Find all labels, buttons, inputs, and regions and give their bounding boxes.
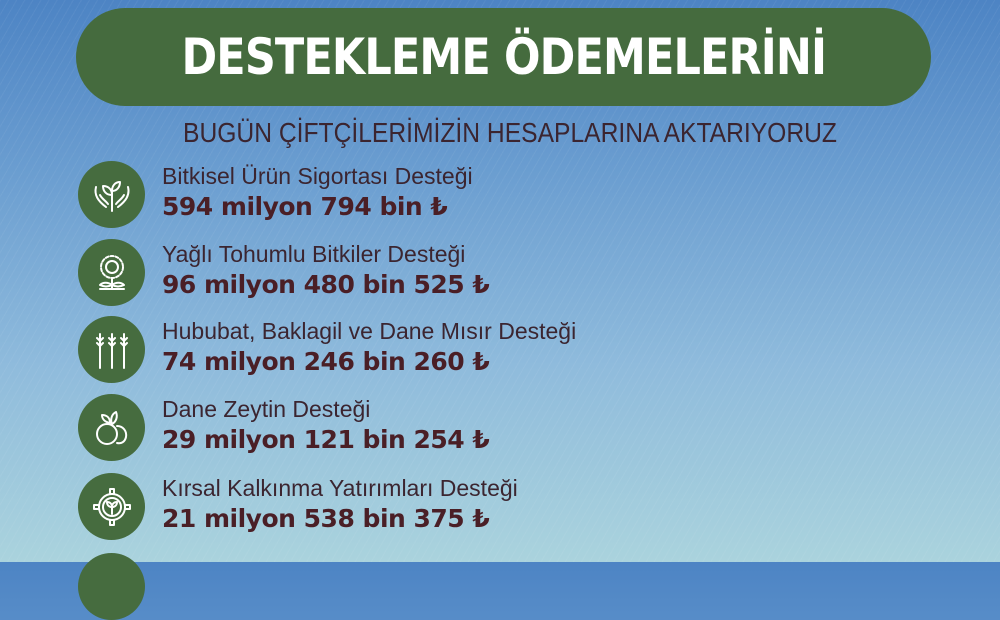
title-banner: DESTEKLEME ÖDEMELERİNİ — [76, 8, 931, 106]
list-item: Hububat, Baklagil ve Dane Mısır Desteği … — [78, 316, 778, 384]
item-amount: 594 milyon 794 bin ₺ — [162, 192, 448, 221]
item-amount: 21 milyon 538 bin 375 ₺ — [162, 504, 490, 533]
item-label: Yağlı Tohumlu Bitkiler Desteği — [162, 241, 466, 267]
sunflower-icon — [78, 239, 145, 306]
item-amount: 29 milyon 121 bin 254 ₺ — [162, 425, 490, 454]
list-item: Bitkisel Ürün Sigortası Desteği 594 mily… — [78, 161, 778, 229]
page-title: DESTEKLEME ÖDEMELERİNİ — [181, 28, 827, 86]
item-label: Kırsal Kalkınma Yatırımları Desteği — [162, 475, 518, 501]
next-item-icon-partial — [78, 553, 145, 620]
gear-sprout-icon — [78, 473, 145, 540]
item-amount: 74 milyon 246 bin 260 ₺ — [162, 347, 490, 376]
list-item: Kırsal Kalkınma Yatırımları Desteği 21 m… — [78, 473, 778, 541]
list-item: Dane Zeytin Desteği 29 milyon 121 bin 25… — [78, 394, 778, 462]
subtitle: BUGÜN ÇİFTÇİLERİMİZİN HESAPLARINA AKTARI… — [183, 117, 837, 148]
item-label: Bitkisel Ürün Sigortası Desteği — [162, 163, 473, 189]
list-item: Yağlı Tohumlu Bitkiler Desteği 96 milyon… — [78, 239, 778, 307]
wheat-icon — [78, 316, 145, 383]
item-label: Dane Zeytin Desteği — [162, 396, 371, 422]
hands-plant-icon — [78, 161, 145, 228]
item-amount: 96 milyon 480 bin 525 ₺ — [162, 270, 490, 299]
item-label: Hububat, Baklagil ve Dane Mısır Desteği — [162, 318, 577, 344]
olive-icon — [78, 394, 145, 461]
